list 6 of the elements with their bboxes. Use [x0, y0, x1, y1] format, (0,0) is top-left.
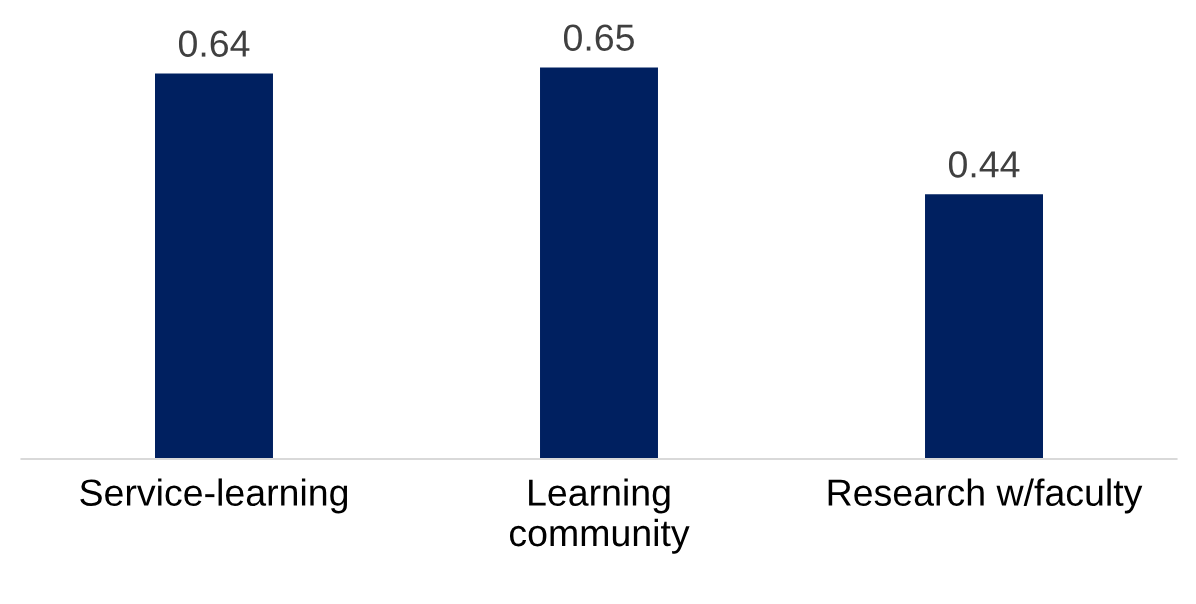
data-label: 0.44: [948, 151, 1020, 178]
x-tick-label: Research w/faculty: [828, 478, 1143, 514]
x-tick-label: Service-learning: [80, 478, 348, 514]
data-label: 0.65: [563, 24, 634, 51]
data-label: 0.64: [178, 30, 250, 57]
x-tick-label: Learning community: [509, 478, 690, 554]
